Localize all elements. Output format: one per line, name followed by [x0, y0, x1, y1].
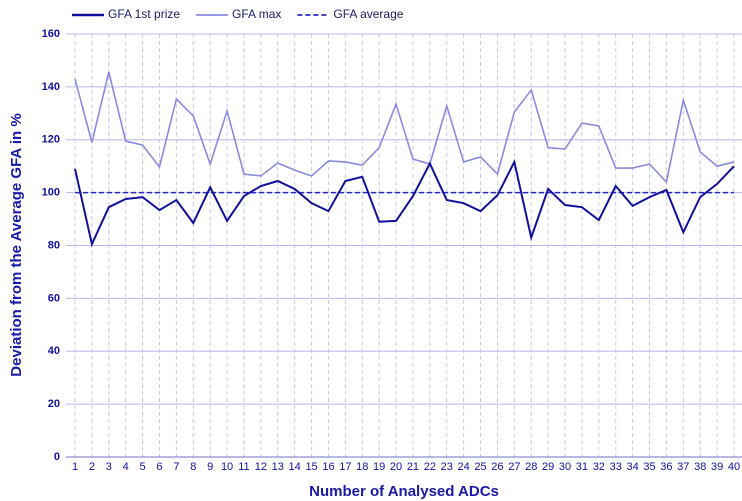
legend-label: GFA average: [333, 7, 403, 21]
x-tick-label: 19: [373, 461, 385, 473]
x-tick-label: 3: [106, 461, 112, 473]
y-tick-label: 20: [48, 398, 60, 410]
x-tick-label: 36: [660, 461, 672, 473]
legend-label: GFA max: [232, 7, 281, 21]
y-tick-label: 160: [42, 28, 60, 40]
x-tick-label: 38: [694, 461, 706, 473]
x-tick-label: 39: [711, 461, 723, 473]
x-tick-label: 13: [272, 461, 284, 473]
x-tick-label: 34: [626, 461, 638, 473]
x-tick-label: 32: [593, 461, 605, 473]
y-tick-label: 40: [48, 345, 60, 357]
x-tick-label: 9: [207, 461, 213, 473]
x-tick-label: 30: [559, 461, 571, 473]
x-tick-label: 22: [424, 461, 436, 473]
series-line: [74, 159, 735, 248]
x-tick-label: 1: [72, 461, 78, 473]
y-tick-label: 60: [48, 292, 60, 304]
x-tick-label: 24: [458, 461, 470, 473]
y-tick-label: 0: [54, 451, 60, 463]
x-tick-label: 2: [89, 461, 95, 473]
x-tick-label: 20: [390, 461, 402, 473]
x-tick-label: 16: [322, 461, 334, 473]
legend-label: GFA 1st prize: [108, 7, 180, 21]
x-tick-label: 21: [407, 461, 419, 473]
x-tick-label: 25: [474, 461, 486, 473]
y-axis-title: Deviation from the Average GFA in %: [8, 113, 25, 376]
x-tick-label: 8: [190, 461, 196, 473]
x-axis-title: Number of Analysed ADCs: [309, 483, 499, 500]
x-tick-label: 26: [491, 461, 503, 473]
y-tick-label: 100: [42, 187, 60, 199]
x-tick-label: 37: [677, 461, 689, 473]
x-tick-label: 4: [123, 461, 129, 473]
x-tick-label: 29: [542, 461, 554, 473]
x-tick-label: 35: [643, 461, 655, 473]
x-tick-label: 11: [238, 461, 249, 473]
x-tick-label: 10: [221, 461, 233, 473]
x-tick-label: 17: [339, 461, 351, 473]
x-tick-label: 28: [525, 461, 537, 473]
x-tick-label: 5: [140, 461, 146, 473]
x-tick-label: 18: [356, 461, 368, 473]
x-tick-label: 15: [305, 461, 317, 473]
x-tick-label: 14: [289, 461, 301, 473]
x-tick-label: 23: [441, 461, 453, 473]
x-tick-label: 12: [255, 461, 267, 473]
x-tick-label: 33: [610, 461, 622, 473]
y-tick-label: 80: [48, 239, 60, 251]
y-tick-label: 120: [42, 134, 60, 146]
y-tick-label: 140: [42, 81, 60, 93]
x-tick-label: 7: [173, 461, 179, 473]
series-line: [74, 71, 735, 184]
x-tick-label: 27: [508, 461, 520, 473]
x-tick-label: 6: [156, 461, 162, 473]
x-tick-label: 40: [728, 461, 740, 473]
x-tick-label: 31: [576, 461, 588, 473]
